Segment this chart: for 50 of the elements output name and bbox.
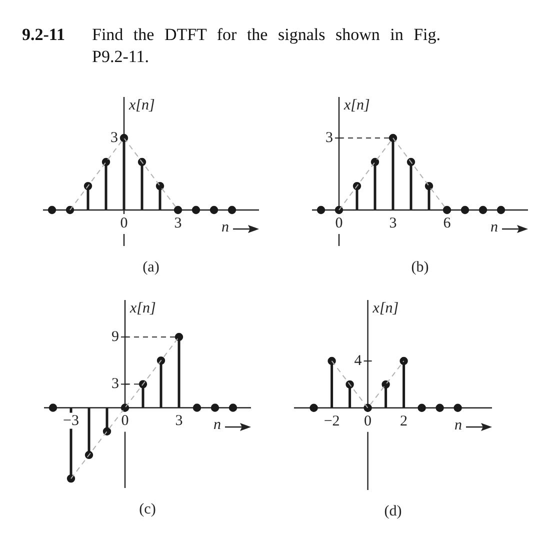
y-axis-title: x[n] xyxy=(129,300,156,316)
text: (c) xyxy=(139,501,156,518)
point xyxy=(102,158,110,166)
x-tick-label: −2 xyxy=(324,413,340,430)
point xyxy=(210,404,220,412)
point xyxy=(460,206,470,214)
x-tick-label: 0 xyxy=(335,215,343,232)
point xyxy=(66,206,74,214)
point xyxy=(48,404,58,412)
x-tick-label: 0 xyxy=(121,413,129,430)
x-tick-label: 2 xyxy=(400,413,408,430)
point xyxy=(496,206,506,214)
point xyxy=(174,206,182,214)
chart-title: 9.2-11 Find the DTFT for the signals shown in Fig. P9.2-11. xyxy=(22,25,440,66)
x-axis-title: n xyxy=(214,417,221,434)
point xyxy=(156,182,164,190)
text: (b) xyxy=(411,259,429,276)
y-tick-label: 9 xyxy=(112,328,119,345)
y-axis-title: x[n] xyxy=(343,97,370,114)
point xyxy=(192,206,200,214)
x-axis-title: n xyxy=(490,219,498,236)
point xyxy=(424,182,434,190)
point xyxy=(192,404,202,412)
point xyxy=(210,206,218,214)
point xyxy=(228,206,236,214)
point xyxy=(174,332,184,342)
point xyxy=(316,206,326,214)
x-tick-label: 3 xyxy=(175,413,183,430)
point xyxy=(442,206,452,214)
point xyxy=(228,404,238,412)
x-tick-label: 3 xyxy=(389,215,397,232)
point xyxy=(48,206,56,214)
x-axis-title: n xyxy=(222,219,229,236)
point xyxy=(370,158,380,166)
text: (d) xyxy=(384,503,402,520)
point xyxy=(478,206,488,214)
text: (a) xyxy=(142,259,160,276)
point xyxy=(120,404,130,412)
point xyxy=(102,427,112,436)
annotation: 3 xyxy=(326,130,333,146)
x-tick-label: 3 xyxy=(174,215,182,232)
x-tick-label: 0 xyxy=(364,413,372,430)
y-axis-title: x[n] xyxy=(372,300,399,316)
x-tick-label: 0 xyxy=(120,215,128,232)
x-axis-title: n xyxy=(454,417,462,434)
x-tick-label: 6 xyxy=(443,215,452,232)
y-axis-title: x[n] xyxy=(128,97,155,114)
point xyxy=(334,206,344,214)
annotation: 4 xyxy=(354,352,362,369)
x-tick-label: −3 xyxy=(63,413,79,430)
